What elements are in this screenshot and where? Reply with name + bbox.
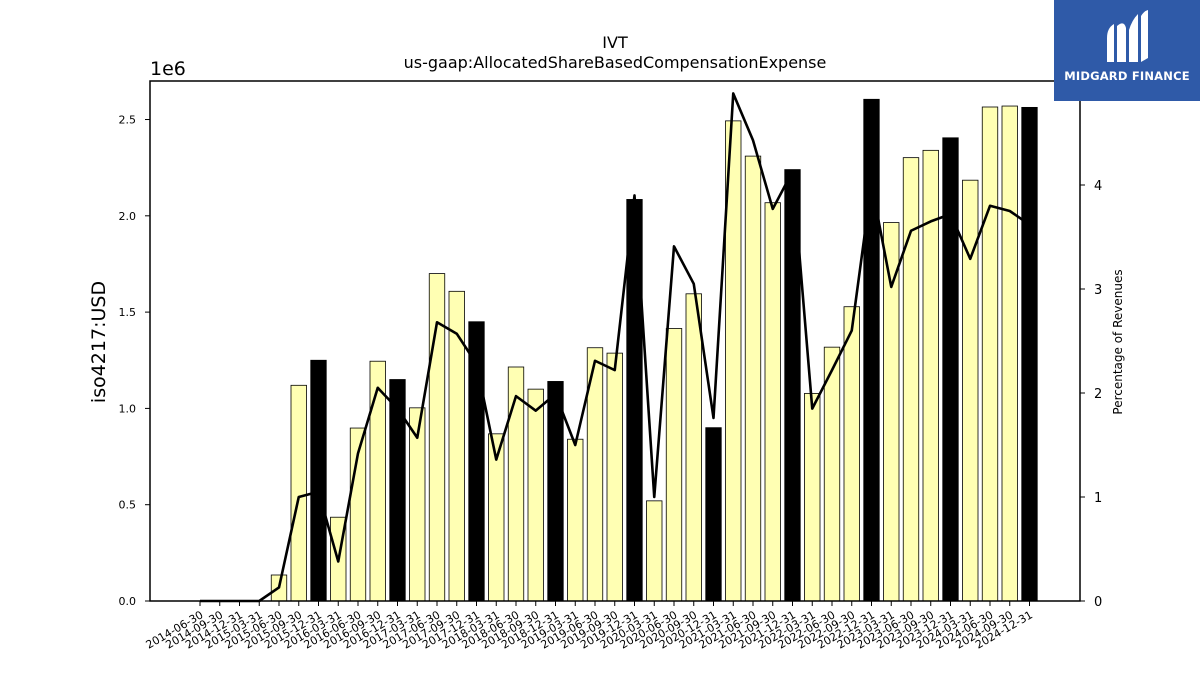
bar — [507, 366, 525, 602]
bar — [804, 392, 821, 602]
bar — [685, 293, 702, 602]
y2-axis: 0 1 2 3 4 — [1080, 179, 1102, 610]
y-axis: 0.0 0.5 1.0 1.5 2.0 2.5 — [119, 114, 150, 608]
bar — [863, 98, 880, 602]
bar — [527, 388, 544, 602]
line-series — [200, 92, 1031, 603]
line-path — [200, 92, 1031, 603]
bar — [567, 438, 584, 602]
y2-tick-label: 0 — [1094, 595, 1102, 610]
chart-subtitle: us-gaap:AllocatedShareBasedCompensationE… — [404, 53, 827, 72]
y-tick-label: 2.5 — [119, 114, 137, 127]
y2-tick-label: 2 — [1094, 387, 1102, 402]
y-tick-label: 1.5 — [119, 306, 137, 319]
bar — [1021, 106, 1038, 602]
bar — [764, 202, 781, 602]
bar — [547, 381, 564, 602]
chart-title: IVT — [602, 33, 628, 52]
bar — [448, 290, 465, 602]
bar — [843, 306, 860, 602]
brand-name: MIDGARD FINANCE — [1064, 69, 1190, 83]
y2-tick-label: 3 — [1094, 283, 1102, 298]
bar — [1001, 105, 1018, 602]
bar — [981, 106, 999, 602]
bar — [290, 384, 307, 602]
bar — [744, 155, 762, 602]
y-tick-label: 0.5 — [119, 499, 137, 512]
bar — [310, 359, 327, 602]
bar — [646, 500, 663, 602]
y2-tick-label: 4 — [1094, 179, 1102, 194]
y2-tick-label: 1 — [1094, 491, 1102, 506]
bar — [883, 222, 900, 602]
bar — [369, 360, 386, 602]
y-tick-label: 2.0 — [119, 210, 137, 223]
bar — [922, 149, 939, 602]
bar-series — [270, 98, 1038, 602]
y-axis-scale-label: 1e6 — [150, 58, 186, 80]
bar — [665, 328, 683, 602]
x-axis: 2014-06-302014-09-302014-12-312015-03-31… — [144, 601, 1035, 652]
bar — [606, 352, 623, 602]
y-tick-label: 0.0 — [119, 595, 137, 608]
bar — [942, 137, 959, 602]
bar — [823, 346, 841, 602]
bar — [902, 157, 920, 602]
y2-axis-label: Percentage of Revenues — [1111, 269, 1125, 414]
bar — [389, 379, 406, 602]
y-axis-label: iso4217:USD — [88, 281, 110, 403]
midgard-logo-icon — [1107, 10, 1148, 62]
bar — [705, 427, 722, 602]
y-tick-label: 1.0 — [119, 402, 137, 415]
brand-logo: MIDGARD FINANCE — [1054, 0, 1200, 101]
